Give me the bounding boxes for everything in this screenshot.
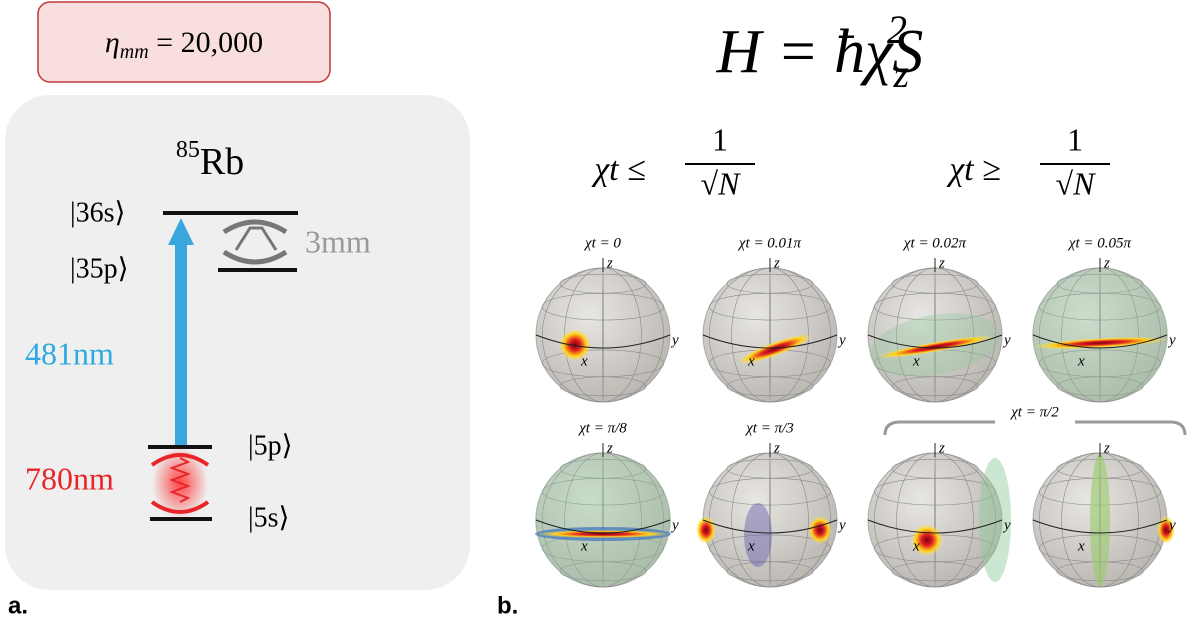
sphere-label: χt = π/3: [744, 420, 794, 436]
level-label: |5s⟩: [248, 502, 289, 533]
level-label: |35p⟩: [70, 253, 129, 284]
axis-label: y: [1167, 332, 1176, 348]
axis-label: x: [912, 538, 920, 554]
distribution: [535, 530, 671, 538]
regime: χt ≤: [591, 151, 646, 188]
axis-label: x: [580, 538, 588, 554]
sphere-label: χt = 0.05π: [1067, 235, 1132, 251]
distribution: [1090, 454, 1110, 586]
bloch-sphere: z y x: [868, 440, 1011, 587]
sphere: [536, 268, 670, 402]
distribution: [744, 503, 772, 567]
axis-label: x: [747, 538, 755, 554]
sphere-label: χt = π/2: [1009, 404, 1059, 420]
denominator: √N: [701, 165, 742, 201]
axis-label: x: [912, 353, 920, 369]
axis-label: z: [773, 255, 780, 271]
axis-label: x: [580, 353, 588, 369]
panel-label: b.: [497, 592, 518, 619]
laser-label: 780nm: [25, 460, 114, 496]
laser-label: 481nm: [25, 335, 114, 371]
sphere-label: χt = 0.01π: [737, 235, 802, 251]
axis-label: y: [670, 332, 679, 348]
axis-label: y: [1167, 517, 1176, 533]
distribution: [535, 454, 671, 586]
distribution: [696, 516, 716, 544]
bloch-sphere: z y x χt = 0.01π: [703, 235, 846, 402]
axis-label: z: [606, 440, 613, 456]
sphere-label: χt = 0: [583, 235, 621, 251]
hamiltonian: H = ħχSz2: [716, 7, 924, 96]
panel-label: a.: [8, 592, 28, 619]
numerator: 1: [1067, 121, 1083, 157]
level-label: |5p⟩: [248, 430, 293, 461]
axis-label: y: [670, 517, 679, 533]
axis-label: x: [747, 353, 755, 369]
level-label: |36s⟩: [70, 197, 125, 228]
sphere-label: χt = π/8: [577, 420, 627, 436]
axis-label: y: [1002, 332, 1011, 348]
axis-label: z: [938, 440, 945, 456]
distribution: [808, 516, 832, 544]
bloch-sphere: z y x: [1033, 440, 1176, 587]
axis-label: z: [606, 255, 613, 271]
axis-label: y: [837, 332, 846, 348]
axis-label: z: [773, 440, 780, 456]
distribution: [1032, 269, 1168, 401]
bloch-sphere: z y x χt = π/8: [535, 420, 679, 587]
figure: ηmm = 20,000 85Rb |36s⟩ |35p⟩ |5p⟩ |5s⟩ …: [0, 0, 1202, 623]
sphere-label: χt = 0.02π: [902, 235, 967, 251]
bloch-sphere: z y x χt = 0.02π: [865, 235, 1011, 402]
axis-label: x: [1077, 538, 1085, 554]
axis-label: z: [1103, 255, 1110, 271]
sphere: [703, 268, 837, 402]
regime: χt ≥: [946, 151, 1001, 188]
bloch-sphere: z y x χt = π/3: [696, 420, 846, 587]
axis-label: y: [837, 517, 846, 533]
denominator: √N: [1056, 165, 1097, 201]
axis-label: z: [1103, 440, 1110, 456]
numerator: 1: [712, 121, 728, 157]
axis-label: x: [1077, 353, 1085, 369]
cavity-label: 3mm: [305, 223, 371, 259]
bloch-sphere: z y x χt = 0.05π: [1032, 235, 1176, 402]
bloch-sphere: z y x χt = 0: [536, 235, 679, 402]
axis-label: y: [1002, 517, 1011, 533]
axis-label: z: [938, 255, 945, 271]
